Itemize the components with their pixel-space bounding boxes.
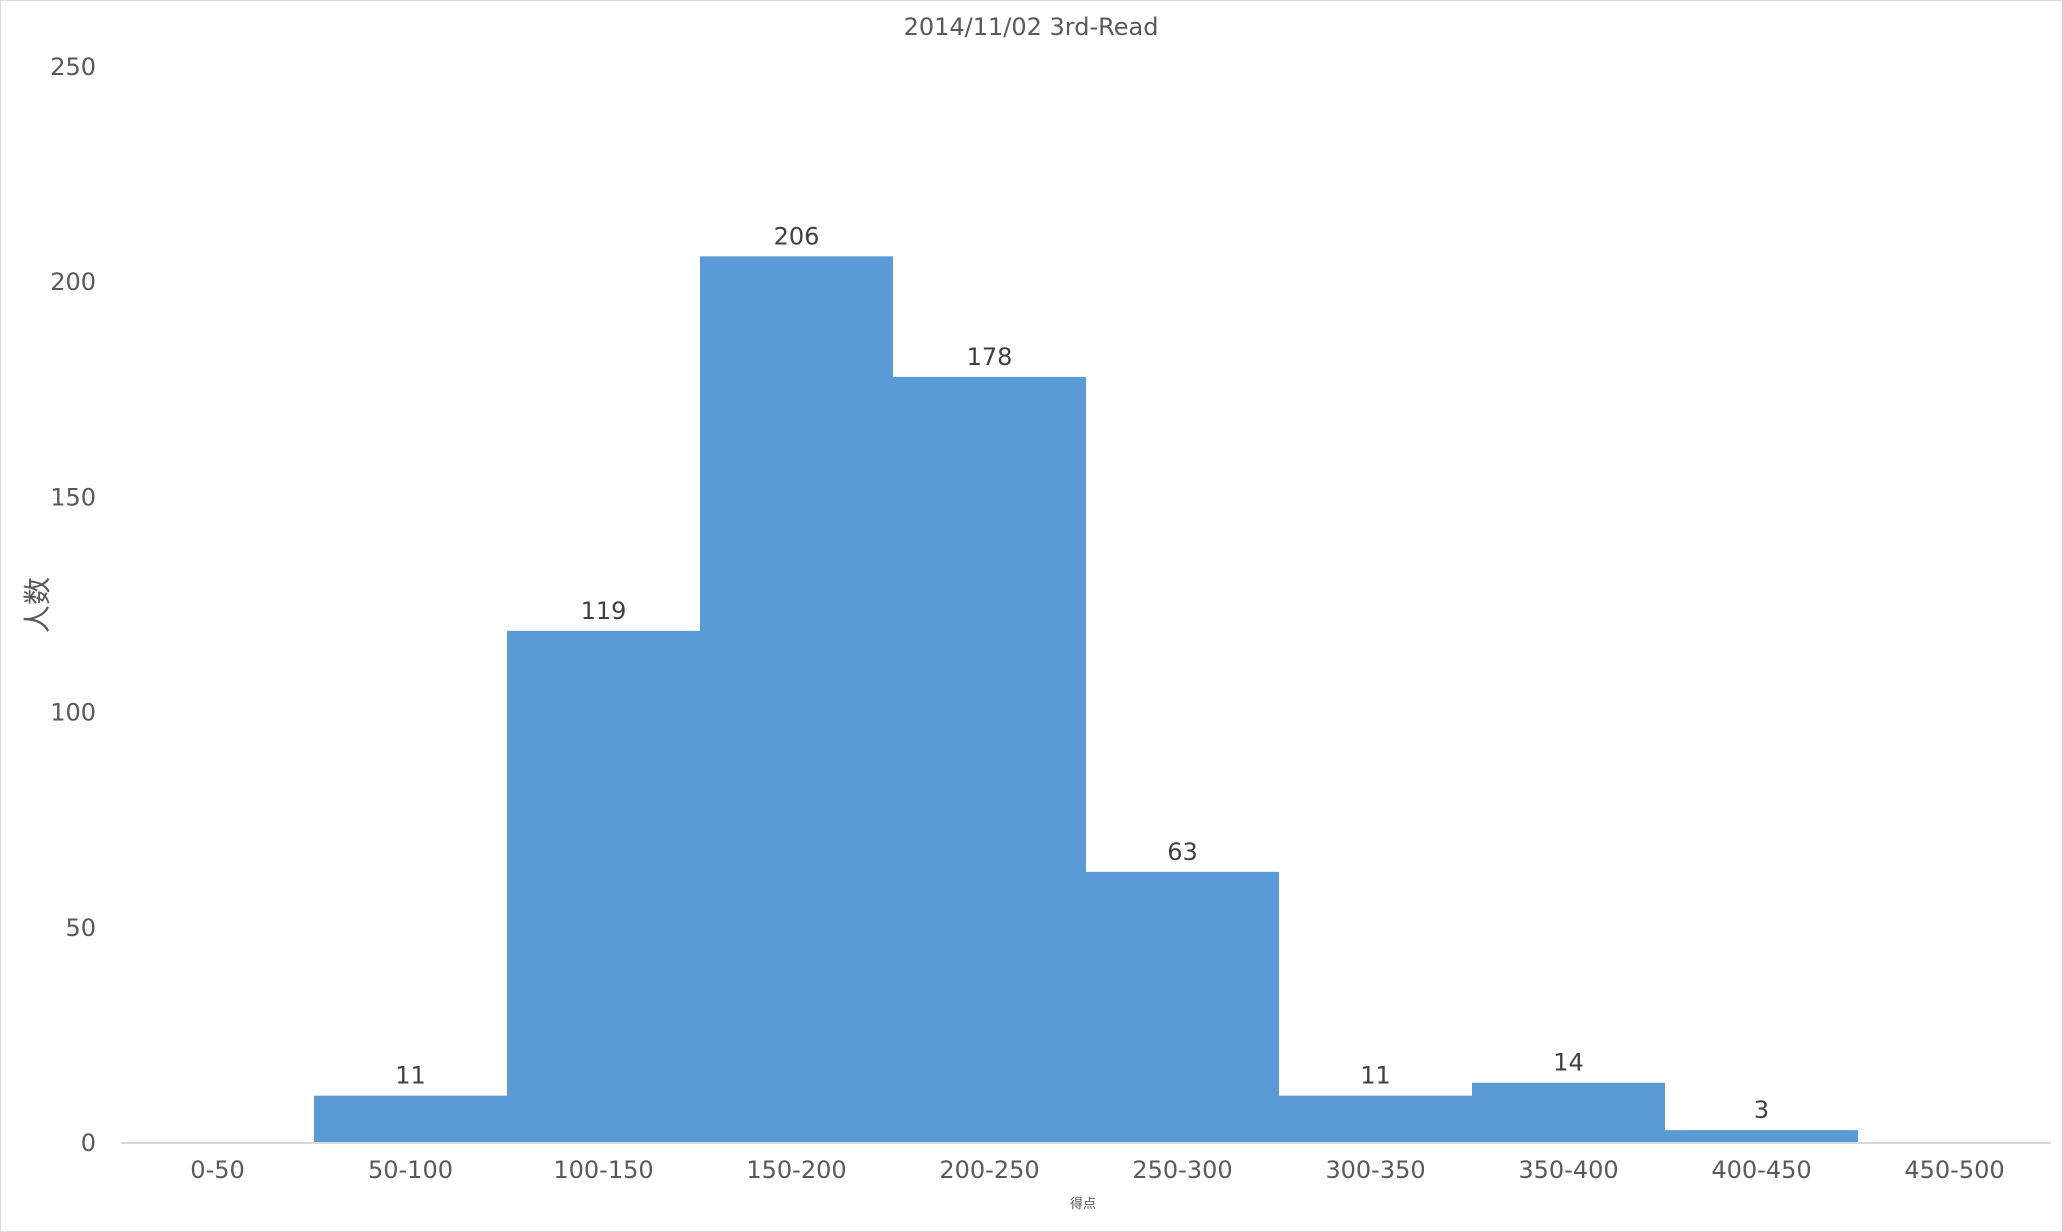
data-label: 3 xyxy=(1754,1096,1769,1124)
bar-350-400 xyxy=(1472,1082,1665,1143)
data-label: 11 xyxy=(1360,1062,1391,1090)
y-tick-label: 0 xyxy=(81,1129,96,1157)
data-label: 178 xyxy=(967,343,1013,371)
bar-50-100 xyxy=(314,1095,507,1143)
y-axis-tick-labels: 0 50 100 150 200 250 xyxy=(50,53,96,1157)
x-tick-label: 450-500 xyxy=(1904,1156,2004,1184)
data-label: 206 xyxy=(774,222,820,250)
x-tick-label: 100-150 xyxy=(553,1156,653,1184)
y-tick-label: 50 xyxy=(65,914,96,942)
data-label: 119 xyxy=(581,597,627,625)
y-tick-label: 200 xyxy=(50,268,96,296)
x-tick-label: 400-450 xyxy=(1711,1156,1811,1184)
y-axis-title: 人数 xyxy=(21,577,54,633)
x-tick-label: 150-200 xyxy=(746,1156,846,1184)
y-tick-label: 250 xyxy=(50,53,96,81)
data-label: 11 xyxy=(395,1062,426,1090)
bar-400-450 xyxy=(1665,1130,1858,1143)
data-label: 63 xyxy=(1167,838,1198,866)
bars xyxy=(314,256,1858,1144)
x-tick-label: 350-400 xyxy=(1518,1156,1618,1184)
x-tick-label: 50-100 xyxy=(368,1156,453,1184)
bar-100-150 xyxy=(507,630,700,1143)
y-tick-label: 100 xyxy=(50,699,96,727)
data-labels: 11 119 206 178 63 11 14 3 xyxy=(395,222,1769,1124)
bar-200-250 xyxy=(893,376,1086,1143)
y-tick-label: 150 xyxy=(50,483,96,511)
bar-150-200 xyxy=(700,256,893,1144)
bar-250-300 xyxy=(1086,871,1279,1143)
chart-title: 2014/11/02 3rd-Read xyxy=(904,13,1159,41)
x-tick-label: 250-300 xyxy=(1132,1156,1232,1184)
x-tick-label: 0-50 xyxy=(190,1156,244,1184)
data-label: 14 xyxy=(1553,1049,1584,1077)
x-axis-tick-labels: 0-50 50-100 100-150 150-200 200-250 250-300 30… xyxy=(190,1156,2004,1184)
x-tick-label: 300-350 xyxy=(1325,1156,1425,1184)
x-axis-title: 得点 xyxy=(1070,1196,1096,1212)
bar-300-350 xyxy=(1279,1095,1472,1143)
x-tick-label: 200-250 xyxy=(939,1156,1039,1184)
